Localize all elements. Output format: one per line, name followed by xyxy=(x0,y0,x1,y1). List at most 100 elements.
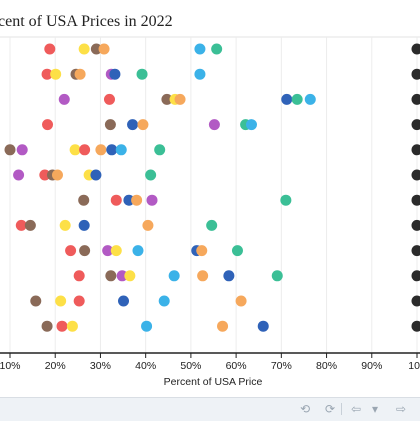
data-point-black xyxy=(412,245,420,256)
data-point-cyan xyxy=(194,44,205,55)
data-point-green xyxy=(145,170,156,181)
data-point-red xyxy=(57,321,68,332)
data-point-purple xyxy=(17,144,28,155)
x-tick-label: 50% xyxy=(180,360,201,372)
data-point-yellow xyxy=(111,245,122,256)
data-point-red xyxy=(74,270,85,281)
data-point-orange xyxy=(99,44,110,55)
data-point-green xyxy=(280,195,291,206)
data-point-blue xyxy=(106,144,117,155)
data-point-blue xyxy=(127,119,138,130)
data-point-purple xyxy=(146,195,157,206)
data-point-purple xyxy=(209,119,220,130)
x-axis-ticks: 10% 20% 30% 40% 50% 60% 70% 80% 90% 100 xyxy=(0,353,420,372)
data-point-green xyxy=(154,144,165,155)
data-point-red xyxy=(74,296,85,307)
x-axis-title: Percent of USA Price xyxy=(164,376,263,388)
data-point-brown xyxy=(105,270,116,281)
data-point-orange xyxy=(142,220,153,231)
data-point-red xyxy=(111,195,122,206)
data-point-orange xyxy=(95,144,106,155)
data-point-red xyxy=(44,44,55,55)
data-point-orange xyxy=(52,170,63,181)
x-tick-label: 40% xyxy=(135,360,156,372)
data-point-cyan xyxy=(132,245,143,256)
data-point-green xyxy=(206,220,217,231)
data-point-blue xyxy=(79,220,90,231)
data-point-green xyxy=(137,69,148,80)
data-point-orange xyxy=(197,270,208,281)
x-tick-label: 100 xyxy=(408,360,420,372)
data-point-blue xyxy=(90,170,101,181)
data-point-orange xyxy=(236,296,247,307)
data-point-green xyxy=(211,44,222,55)
data-point-yellow xyxy=(67,321,78,332)
data-point-green xyxy=(232,245,243,256)
data-point-black xyxy=(412,170,420,181)
data-point-cyan xyxy=(159,296,170,307)
data-point-cyan xyxy=(305,94,316,105)
data-point-orange xyxy=(175,94,186,105)
data-point-cyan xyxy=(194,69,205,80)
left-arrow-icon[interactable]: ⇦ xyxy=(347,401,365,417)
data-point-yellow xyxy=(60,220,71,231)
data-point-blue xyxy=(118,296,129,307)
x-tick-label: 30% xyxy=(90,360,111,372)
data-point-cyan xyxy=(141,321,152,332)
presentation-toolbar: ⟲ ⟳ ⇦▾ ⇨ xyxy=(0,397,420,421)
data-point-cyan xyxy=(116,144,127,155)
data-point-brown xyxy=(79,245,90,256)
x-tick-label: 20% xyxy=(45,360,66,372)
data-point-purple xyxy=(13,170,24,181)
data-point-black xyxy=(412,270,420,281)
x-tick-label: 80% xyxy=(316,360,337,372)
toolbar-separator xyxy=(341,403,342,415)
data-point-yellow xyxy=(79,44,90,55)
data-point-red xyxy=(104,94,115,105)
data-point-brown xyxy=(30,296,41,307)
data-point-brown xyxy=(5,144,16,155)
data-point-blue xyxy=(223,270,234,281)
data-point-blue xyxy=(109,69,120,80)
data-point-black xyxy=(412,144,420,155)
data-point-orange xyxy=(75,69,86,80)
redo-icon[interactable]: ⟳ xyxy=(321,401,339,417)
x-tick-label: 70% xyxy=(271,360,292,372)
data-point-brown xyxy=(105,119,116,130)
data-point-red xyxy=(65,245,76,256)
data-point-brown xyxy=(25,220,36,231)
data-point-cyan xyxy=(246,119,257,130)
data-point-red xyxy=(79,144,90,155)
data-point-blue xyxy=(258,321,269,332)
data-point-black xyxy=(412,94,420,105)
x-tick-label: 60% xyxy=(226,360,247,372)
data-point-yellow xyxy=(50,69,61,80)
data-point-brown xyxy=(42,321,53,332)
data-point-black xyxy=(412,220,420,231)
data-point-orange xyxy=(137,119,148,130)
data-point-brown xyxy=(78,195,89,206)
grid-layer xyxy=(10,37,417,353)
data-point-orange xyxy=(196,245,207,256)
data-point-green xyxy=(292,94,303,105)
data-point-yellow xyxy=(55,296,66,307)
data-point-orange xyxy=(217,321,228,332)
data-point-yellow xyxy=(124,270,135,281)
data-point-black xyxy=(412,44,420,55)
data-point-red xyxy=(42,119,53,130)
x-tick-label: 10% xyxy=(0,360,21,372)
data-point-black xyxy=(412,195,420,206)
right-arrow-icon[interactable]: ⇨ xyxy=(392,401,410,417)
data-point-black xyxy=(412,321,420,332)
data-point-cyan xyxy=(169,270,180,281)
points-layer xyxy=(5,44,420,332)
data-point-orange xyxy=(131,195,142,206)
x-tick-label: 90% xyxy=(361,360,382,372)
undo-icon[interactable]: ⟲ xyxy=(296,401,314,417)
data-point-yellow xyxy=(70,144,81,155)
data-point-black xyxy=(412,296,420,307)
data-point-purple xyxy=(59,94,70,105)
chart-title: cent of USA Prices in 2022 xyxy=(0,13,173,30)
chevron-down-icon[interactable]: ▾ xyxy=(366,401,384,417)
